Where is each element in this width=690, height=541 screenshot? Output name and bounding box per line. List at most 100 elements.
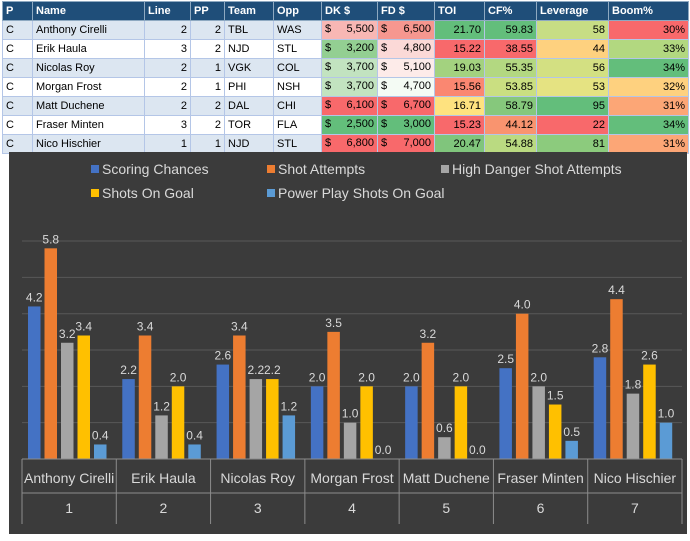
cell-player-name[interactable]: Nico Hischier [32, 134, 145, 154]
cell-cf-pct[interactable]: 59.83 [484, 20, 537, 40]
col-header-opp[interactable]: Opp [273, 1, 322, 21]
cell-position[interactable]: C [2, 77, 33, 97]
cell-team[interactable]: DAL [224, 96, 274, 116]
cell-leverage[interactable]: 58 [536, 20, 609, 40]
cell-toi[interactable]: 15.23 [434, 115, 485, 135]
cell-fd-salary[interactable]: $5,100 [377, 58, 435, 78]
col-header-dk-salary[interactable]: DK $ [321, 1, 378, 21]
cell-boom-pct[interactable]: 31% [608, 134, 689, 154]
cell-team[interactable]: NJD [224, 39, 274, 59]
cell-fd-salary[interactable]: $4,700 [377, 77, 435, 97]
cell-fd-salary[interactable]: $6,700 [377, 96, 435, 116]
bar [360, 386, 373, 459]
cell-player-name[interactable]: Nicolas Roy [32, 58, 145, 78]
cell-cf-pct[interactable]: 44.12 [484, 115, 537, 135]
cell-leverage[interactable]: 56 [536, 58, 609, 78]
col-header-leverage[interactable]: Leverage [536, 1, 609, 21]
cell-dk-salary[interactable]: $3,700 [321, 77, 378, 97]
cell-boom-pct[interactable]: 30% [608, 20, 689, 40]
cell-player-name[interactable]: Erik Haula [32, 39, 145, 59]
cell-boom-pct[interactable]: 34% [608, 115, 689, 135]
cell-position[interactable]: C [2, 58, 33, 78]
cell-dk-salary[interactable]: $6,100 [321, 96, 378, 116]
col-header-name[interactable]: Name [32, 1, 145, 21]
cell-pp[interactable]: 2 [190, 115, 225, 135]
cell-dk-salary[interactable]: $3,700 [321, 58, 378, 78]
cell-line[interactable]: 2 [144, 58, 191, 78]
cell-position[interactable]: C [2, 115, 33, 135]
cell-toi[interactable]: 19.03 [434, 58, 485, 78]
cell-fd-salary[interactable]: $7,000 [377, 134, 435, 154]
cell-team[interactable]: PHI [224, 77, 274, 97]
cell-pp[interactable]: 1 [190, 58, 225, 78]
cell-leverage[interactable]: 53 [536, 77, 609, 97]
cell-opponent[interactable]: STL [273, 39, 322, 59]
cell-cf-pct[interactable]: 54.88 [484, 134, 537, 154]
cell-cf-pct[interactable]: 55.35 [484, 58, 537, 78]
col-header-pp[interactable]: PP [190, 1, 225, 21]
cell-player-name[interactable]: Fraser Minten [32, 115, 145, 135]
cell-boom-pct[interactable]: 34% [608, 58, 689, 78]
cell-team[interactable]: VGK [224, 58, 274, 78]
cell-opponent[interactable]: STL [273, 134, 322, 154]
cell-line[interactable]: 2 [144, 77, 191, 97]
cell-team[interactable]: NJD [224, 134, 274, 154]
cell-position[interactable]: C [2, 134, 33, 154]
bar [548, 404, 562, 459]
col-header-fd-salary[interactable]: FD $ [377, 1, 435, 21]
cell-pp[interactable]: 2 [190, 20, 225, 40]
cell-leverage[interactable]: 95 [536, 96, 609, 116]
cell-line[interactable]: 3 [144, 115, 191, 135]
cell-line[interactable]: 1 [144, 134, 191, 154]
cell-dk-salary[interactable]: $6,800 [321, 134, 378, 154]
cell-fd-salary[interactable]: $3,000 [377, 115, 435, 135]
col-header-toi[interactable]: TOI [434, 1, 485, 21]
cell-fd-salary[interactable]: $6,500 [377, 20, 435, 40]
bar-data-label: 2.0 [453, 370, 470, 384]
cell-boom-pct[interactable]: 32% [608, 77, 689, 97]
cell-position[interactable]: C [2, 96, 33, 116]
cell-dk-salary[interactable]: $2,500 [321, 115, 378, 135]
cell-toi[interactable]: 20.47 [434, 134, 485, 154]
cell-player-name[interactable]: Morgan Frost [32, 77, 145, 97]
cell-pp[interactable]: 2 [190, 39, 225, 59]
cell-position[interactable]: C [2, 20, 33, 40]
cell-dk-salary[interactable]: $5,500 [321, 20, 378, 40]
cell-opponent[interactable]: COL [273, 58, 322, 78]
cell-leverage[interactable]: 81 [536, 134, 609, 154]
cell-toi[interactable]: 16.71 [434, 96, 485, 116]
cell-leverage[interactable]: 44 [536, 39, 609, 59]
cell-fd-salary[interactable]: $4,800 [377, 39, 435, 59]
cell-pp[interactable]: 1 [190, 134, 225, 154]
cell-team[interactable]: TBL [224, 20, 274, 40]
cell-cf-pct[interactable]: 38.55 [484, 39, 537, 59]
cell-pp[interactable]: 2 [190, 96, 225, 116]
cell-toi[interactable]: 15.22 [434, 39, 485, 59]
col-header-position[interactable]: P [2, 1, 33, 21]
cell-position[interactable]: C [2, 39, 33, 59]
cell-boom-pct[interactable]: 31% [608, 96, 689, 116]
cell-cf-pct[interactable]: 58.79 [484, 96, 537, 116]
cell-toi[interactable]: 15.56 [434, 77, 485, 97]
col-header-line[interactable]: Line [144, 1, 191, 21]
cell-player-name[interactable]: Anthony Cirelli [32, 20, 145, 40]
cell-dk-salary[interactable]: $3,200 [321, 39, 378, 59]
cell-opponent[interactable]: NSH [273, 77, 322, 97]
cell-cf-pct[interactable]: 53.85 [484, 77, 537, 97]
cell-pp[interactable]: 1 [190, 77, 225, 97]
cell-opponent[interactable]: CHI [273, 96, 322, 116]
cell-opponent[interactable]: WAS [273, 20, 322, 40]
cell-opponent[interactable]: FLA [273, 115, 322, 135]
cell-line[interactable]: 3 [144, 39, 191, 59]
cell-leverage[interactable]: 22 [536, 115, 609, 135]
cell-toi[interactable]: 21.70 [434, 20, 485, 40]
cell-player-name[interactable]: Matt Duchene [32, 96, 145, 116]
col-header-boom-pct[interactable]: Boom% [608, 1, 689, 21]
cell-boom-pct[interactable]: 33% [608, 39, 689, 59]
cell-team[interactable]: TOR [224, 115, 274, 135]
col-header-team[interactable]: Team [224, 1, 274, 21]
cell-line[interactable]: 2 [144, 20, 191, 40]
col-header-cf-pct[interactable]: CF% [484, 1, 537, 21]
bar [44, 248, 57, 459]
cell-line[interactable]: 2 [144, 96, 191, 116]
